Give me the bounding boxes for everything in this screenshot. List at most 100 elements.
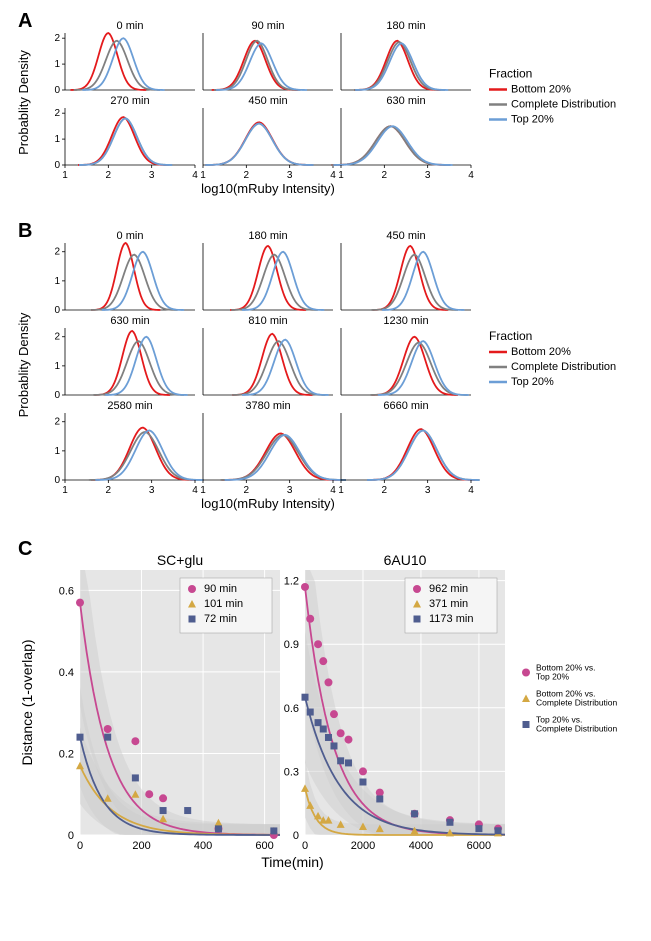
marker-square [302, 694, 309, 701]
density-subplot: 180 min [203, 230, 333, 310]
legend-label: Complete Distribution [511, 361, 616, 373]
density-curve [354, 41, 441, 90]
density-curve [331, 126, 450, 165]
marker-square [475, 825, 482, 832]
tick-label: 0 [54, 305, 60, 316]
x-axis-label: log10(mRuby Intensity) [201, 496, 335, 511]
subplot-title: 0 min [117, 230, 144, 242]
tick-label: 3 [425, 485, 431, 496]
marker-square [359, 779, 366, 786]
tick-label: 0.2 [59, 748, 74, 760]
subplot-title: 450 min [248, 95, 287, 107]
density-curve [89, 432, 202, 480]
tick-label: 1 [54, 276, 60, 287]
density-curve [79, 118, 172, 165]
legend-marker-icon [522, 695, 530, 703]
tick-label: 0.4 [59, 667, 74, 679]
density-subplot: 0 min012 [54, 20, 195, 96]
density-subplot: 450 min1234 [200, 95, 336, 181]
marker-square [446, 819, 453, 826]
subplot-title: 6AU10 [384, 552, 427, 568]
legend-label: 72 min [204, 613, 237, 625]
density-subplot: 2580 min0121234 [54, 400, 203, 496]
marker-circle [76, 599, 84, 607]
tick-label: 1 [54, 59, 60, 70]
subplot-title: 450 min [386, 230, 425, 242]
subplot-title: 810 min [248, 315, 287, 327]
tick-label: 2 [244, 170, 250, 181]
panel-label: B [18, 220, 32, 242]
tick-label: 2 [54, 108, 60, 119]
density-subplot: 90 min [203, 20, 333, 90]
marker-square [330, 742, 337, 749]
density-curve [242, 252, 324, 310]
tick-label: 4000 [409, 840, 433, 852]
marker-square [345, 759, 352, 766]
legend-marker-icon [522, 669, 530, 677]
tick-label: 0.6 [284, 703, 299, 715]
tick-label: 4 [330, 485, 336, 496]
marker-circle [159, 794, 167, 802]
density-curve [79, 118, 172, 165]
density-curve [214, 41, 301, 90]
density-curve [355, 43, 448, 90]
tick-label: 4 [468, 170, 474, 181]
tick-label: 1 [62, 485, 68, 496]
tick-label: 0 [54, 475, 60, 486]
density-subplot: 1230 min [341, 315, 471, 395]
density-curve [382, 252, 464, 310]
marker-circle [306, 615, 314, 623]
marker-circle [330, 710, 338, 718]
tick-label: 2 [54, 247, 60, 258]
tick-label: 2 [106, 170, 112, 181]
density-curve [78, 117, 169, 165]
density-curve [91, 255, 178, 310]
tick-label: 0.3 [284, 766, 299, 778]
tick-label: 2 [54, 332, 60, 343]
subplot-title: 630 min [386, 95, 425, 107]
density-subplot: 450 min [341, 230, 471, 310]
tick-label: 0 [68, 830, 74, 842]
marker-square [325, 734, 332, 741]
density-curve [91, 243, 160, 310]
legend-label: 101 min [204, 598, 243, 610]
y-axis-label: Probablity Density [16, 50, 31, 155]
figure-container: AProbablity Density0 min01290 min180 min… [10, 10, 641, 931]
legend-label: Bottom 20% [511, 84, 571, 96]
marker-circle [104, 725, 112, 733]
x-axis-label: log10(mRuby Intensity) [201, 181, 335, 196]
legend-label: Top 20% [511, 114, 554, 126]
density-subplot: 810 min [203, 315, 333, 395]
y-axis-label: Probablity Density [16, 312, 31, 417]
tick-label: 4 [192, 170, 198, 181]
density-curve [212, 41, 299, 90]
marker-circle [344, 736, 352, 744]
density-curve [354, 42, 445, 90]
tick-label: 4 [330, 170, 336, 181]
density-curve [225, 435, 346, 480]
y-axis-label: Distance (1-overlap) [19, 639, 35, 765]
decay-subplot: SC+glu020040060000.20.40.690 min101 min7… [59, 552, 280, 852]
tick-label: 0.6 [59, 585, 74, 597]
legend-label: 962 min [429, 583, 468, 595]
legend-title: Fraction [489, 329, 532, 343]
subplot-title: 270 min [110, 95, 149, 107]
density-curve [333, 126, 452, 165]
marker-circle [131, 737, 139, 745]
tick-label: 4 [468, 485, 474, 496]
density-curve [95, 430, 203, 480]
marker-square [77, 734, 84, 741]
tick-label: 2 [244, 485, 250, 496]
tick-label: 1 [200, 485, 206, 496]
marker-circle [324, 678, 332, 686]
subplot-title: 3780 min [245, 400, 290, 412]
marker-square [184, 807, 191, 814]
tick-label: 0 [54, 85, 60, 96]
legend-label: 371 min [429, 598, 468, 610]
marker-square [160, 807, 167, 814]
subplot-title: 630 min [110, 315, 149, 327]
tick-label: 1 [338, 170, 344, 181]
tick-label: 2 [106, 485, 112, 496]
marker-square [132, 774, 139, 781]
density-curve [331, 126, 450, 165]
